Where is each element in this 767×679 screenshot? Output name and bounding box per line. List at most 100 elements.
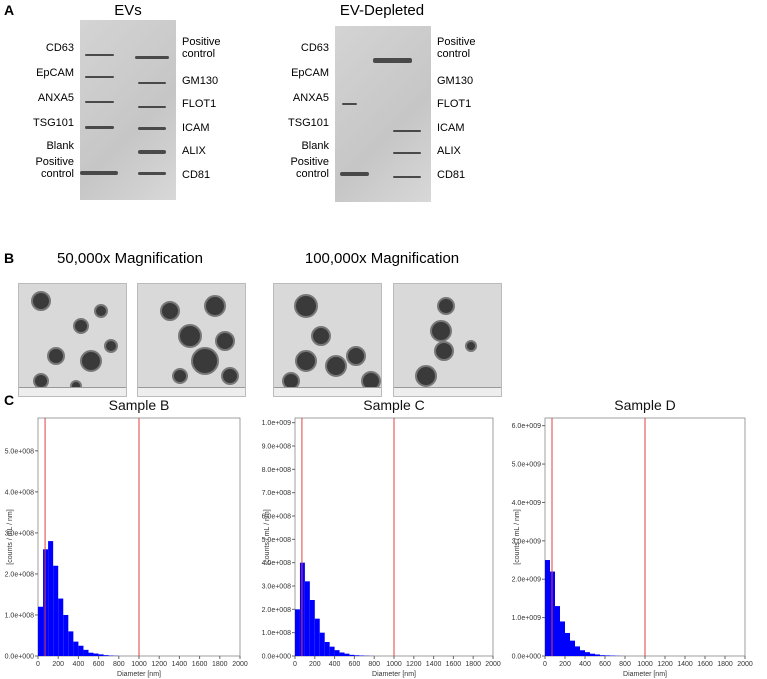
blot-band [137, 150, 167, 154]
histogram-bar [570, 640, 575, 656]
histogram-bar [38, 606, 44, 656]
y-tick-label: 2.0e+008 [262, 607, 291, 614]
x-tick-label: 800 [113, 661, 125, 668]
x-tick-label: 1800 [465, 661, 481, 668]
blot-band [84, 54, 114, 56]
blot-right-label: FLOT1 [437, 98, 472, 110]
vesicle [172, 368, 188, 384]
x-tick-label: 600 [93, 661, 105, 668]
y-tick-label: 5.0e+008 [5, 448, 34, 455]
y-tick-label: 5.0e+009 [512, 462, 541, 469]
vesicle [73, 318, 89, 334]
histogram-bar [590, 653, 595, 656]
x-tick-label: 400 [73, 661, 85, 668]
histogram-bar [339, 652, 345, 656]
histogram-bar [545, 560, 550, 656]
blot-band [84, 101, 114, 103]
blot-band [137, 172, 167, 175]
blot-left-label: TSG101 [288, 117, 329, 129]
blot-right-label: FLOT1 [182, 98, 217, 110]
histogram-bar [600, 655, 605, 656]
chart-title: Sample B [109, 397, 170, 413]
y-tick-label: 2.0e+009 [512, 577, 541, 584]
y-tick-label: 5.0e+008 [262, 537, 291, 544]
x-axis-label: Diameter [nm] [372, 671, 416, 678]
histogram-bar [98, 654, 104, 656]
y-tick-label: 1.0e+008 [262, 630, 291, 637]
vesicle [94, 304, 108, 318]
histogram-bar [63, 614, 69, 656]
y-tick-label: 9.0e+008 [262, 444, 291, 451]
em-image [137, 283, 246, 397]
x-tick-label: 400 [329, 661, 341, 668]
histogram-bar [560, 621, 565, 656]
y-tick-label: 3.0e+009 [512, 538, 541, 545]
x-tick-label: 1400 [172, 661, 188, 668]
x-tick-label: 1000 [637, 661, 653, 668]
x-tick-label: 1600 [446, 661, 462, 668]
x-tick-label: 600 [349, 661, 361, 668]
y-tick-label: 7.0e+008 [262, 490, 291, 497]
x-tick-label: 800 [368, 661, 380, 668]
x-tick-label: 2000 [485, 661, 501, 668]
blot-right-label: ALIX [437, 145, 461, 157]
blot-band [392, 176, 422, 178]
blot-band [84, 76, 114, 78]
em-scalebar [394, 387, 501, 396]
blot-band [342, 103, 357, 105]
panel-label: B [4, 250, 15, 266]
magnification-title: 50,000x Magnification [57, 250, 203, 267]
blot-band [135, 56, 169, 59]
vesicle [47, 347, 65, 365]
blot-left-label: Positive control [35, 156, 74, 180]
histogram-bar [309, 600, 315, 656]
em-image [393, 283, 502, 397]
histogram-bar [319, 632, 325, 656]
vesicle [80, 350, 102, 372]
x-tick-label: 1400 [677, 661, 693, 668]
blot-right-label: Positive control [182, 36, 221, 60]
blot-band [392, 130, 422, 132]
blot-left-label: ANXA5 [37, 92, 74, 104]
blot-right-label: ICAM [437, 122, 465, 134]
blot-image [335, 26, 431, 202]
y-tick-label: 1.0e+009 [512, 615, 541, 622]
x-tick-label: 0 [36, 661, 40, 668]
histogram-bar [595, 654, 600, 656]
x-tick-label: 2000 [232, 661, 248, 668]
histogram-bar [575, 646, 580, 656]
vesicle [104, 339, 118, 353]
vesicle [178, 324, 202, 348]
y-tick-label: 2.0e+008 [5, 571, 34, 578]
blot-left-label: TSG101 [33, 117, 74, 129]
y-tick-label: 0.0e+000 [512, 654, 541, 661]
vesicle [325, 355, 347, 377]
blot-right-label: ICAM [182, 122, 210, 134]
y-tick-label: 4.0e+008 [262, 560, 291, 567]
x-axis-label: Diameter [nm] [117, 671, 161, 678]
vesicle [215, 331, 235, 351]
blot-left-label: Blank [46, 140, 74, 152]
histogram-bar [83, 649, 89, 656]
vesicle [295, 350, 317, 372]
blot-right-label: CD81 [437, 169, 466, 181]
em-scalebar [19, 387, 126, 396]
y-tick-label: 1.0e+008 [5, 612, 34, 619]
x-tick-label: 1000 [386, 661, 402, 668]
em-scalebar [274, 387, 381, 396]
y-tick-label: 4.0e+008 [5, 489, 34, 496]
y-tick-label: 3.0e+008 [262, 584, 291, 591]
blot-band [137, 82, 167, 84]
magnification-title: 100,000x Magnification [304, 250, 460, 267]
blot-title: EVs [114, 2, 142, 19]
histogram-bar [565, 632, 570, 656]
histogram-bar [580, 650, 585, 656]
vesicle [204, 295, 226, 317]
histogram-bar [329, 646, 335, 656]
panel-label: A [4, 2, 15, 18]
x-axis-label: Diameter [nm] [623, 671, 667, 678]
histogram-bar [344, 653, 350, 656]
x-tick-label: 1000 [131, 661, 147, 668]
vesicle [31, 291, 51, 311]
